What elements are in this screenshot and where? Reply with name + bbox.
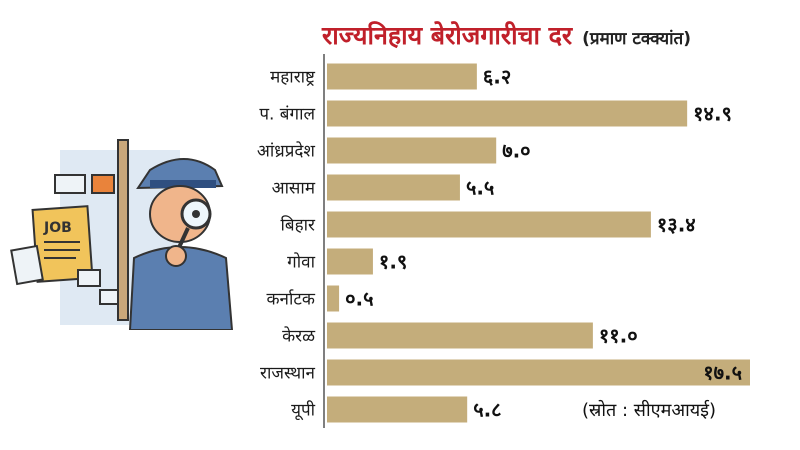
chart-title-block: राज्यनिहाय बेरोजगारीचा दर (प्रमाण टक्क्य… xyxy=(322,18,792,52)
category-label: आंध्रप्रदेश xyxy=(257,141,316,162)
bar xyxy=(327,396,468,423)
chart-subtitle: (प्रमाण टक्क्यांत) xyxy=(582,29,692,49)
chart-marks: महाराष्ट्र ६.२ प. बंगाल १४.९ आंध्रप्रदेश ७.० आ… xyxy=(257,54,750,428)
category-label: गोवा xyxy=(287,252,315,273)
value-label: ७.० xyxy=(502,139,530,163)
bar xyxy=(327,285,340,312)
category-label: महाराष्ट्र xyxy=(270,68,316,88)
bar xyxy=(327,248,373,275)
chart-title: राज्यनिहाय बेरोजगारीचा दर xyxy=(322,21,573,50)
bar xyxy=(327,359,750,386)
bar xyxy=(327,174,460,201)
value-label: १४.९ xyxy=(693,102,732,126)
bar xyxy=(327,322,593,349)
category-label: केरळ xyxy=(282,326,316,347)
bar xyxy=(327,137,497,164)
value-label: १.९ xyxy=(379,250,407,274)
category-label: प. बंगाल xyxy=(259,105,315,125)
value-label: ०.५ xyxy=(345,287,373,311)
bar xyxy=(327,211,651,238)
value-label: ५.५ xyxy=(466,176,494,200)
value-label: ११.० xyxy=(599,324,638,348)
detective-job-illustration: JOB xyxy=(10,139,234,330)
chart-source: (स्रोत : सीएमआयई) xyxy=(582,400,717,421)
job-sign-text: JOB xyxy=(43,220,72,236)
value-label: ६.२ xyxy=(483,65,511,89)
value-label: १३.४ xyxy=(657,213,696,237)
category-label: कर्नाटक xyxy=(266,289,315,310)
value-label: ५.८ xyxy=(473,398,501,422)
bar xyxy=(327,100,688,127)
category-label: बिहार xyxy=(281,215,317,236)
category-label: आसाम xyxy=(272,179,316,199)
category-label: राजस्थान xyxy=(260,364,316,384)
category-label: यूपी xyxy=(291,400,316,421)
bar xyxy=(327,63,477,90)
value-label: १७.५ xyxy=(703,361,742,385)
